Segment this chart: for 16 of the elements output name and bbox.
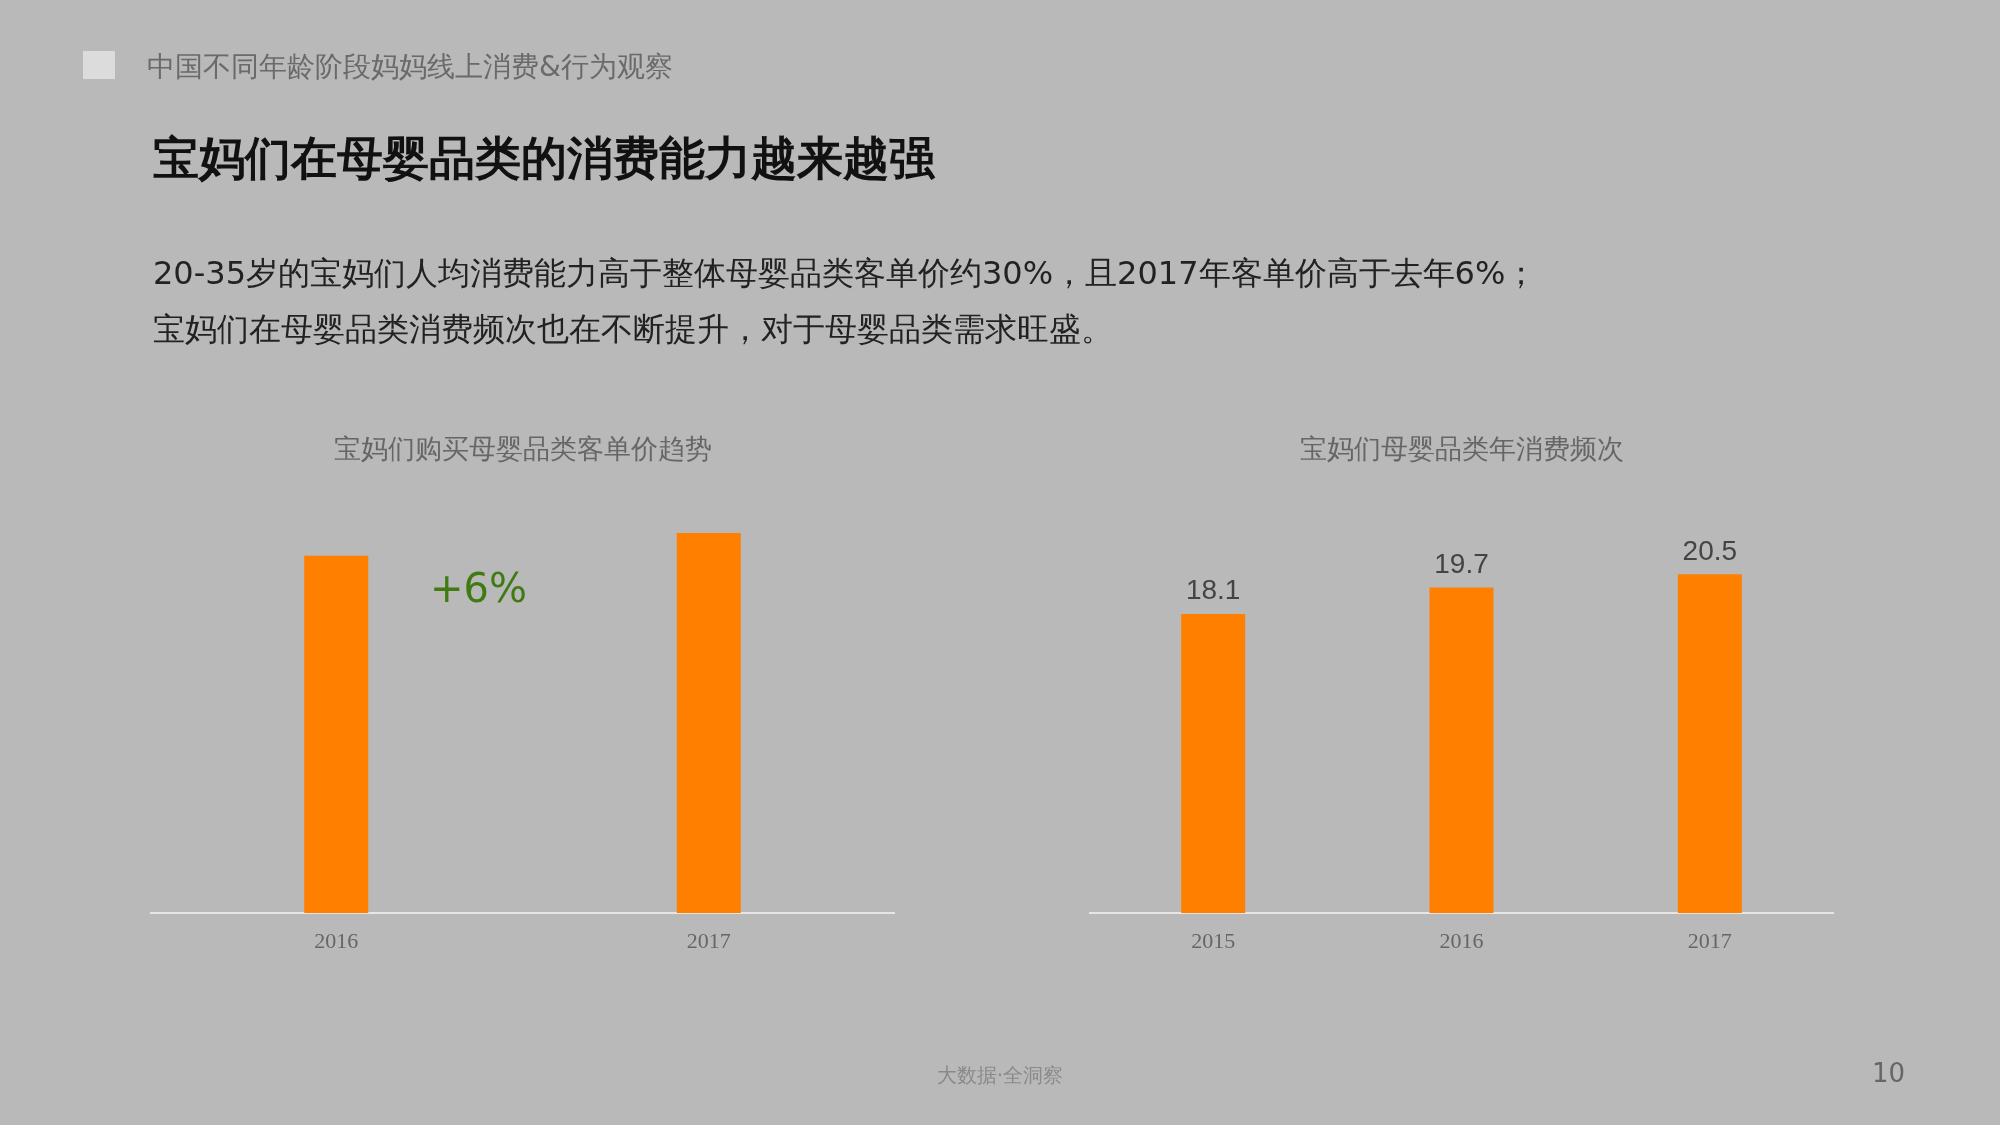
data-label: 18.1 (1185, 574, 1241, 606)
text: 10 (1872, 1058, 1906, 1088)
x-tick-label: 2015 (1191, 927, 1236, 953)
chart-title: 宝妈们购买母婴品类客单价趋势 (333, 433, 712, 464)
x-tick-label: 2016 (1439, 927, 1484, 953)
x-tick-label: 2017 (686, 927, 731, 953)
text: 宝妈们在母婴品类消费频次也在不断提升，对于母婴品类需求旺盛。 (153, 309, 1113, 350)
x-tick-label: 2016 (314, 927, 359, 953)
text: 中国不同年龄阶段妈妈线上消费&行为观察 (147, 49, 673, 85)
chart-title: 宝妈们母婴品类年消费频次 (1299, 433, 1624, 464)
x-tick-label: 2017 (1687, 927, 1732, 953)
text: 20-35岁的宝妈们人均消费能力高于整体母婴品类客单价约30%，且2017年客单价高于去年6%； (153, 253, 1538, 294)
text: 宝妈们在母婴品类的消费能力越来越强 (153, 130, 935, 187)
data-label: 19.7 (1434, 548, 1489, 580)
data-label: 20.5 (1682, 534, 1738, 566)
annotation: +6% (430, 565, 527, 611)
